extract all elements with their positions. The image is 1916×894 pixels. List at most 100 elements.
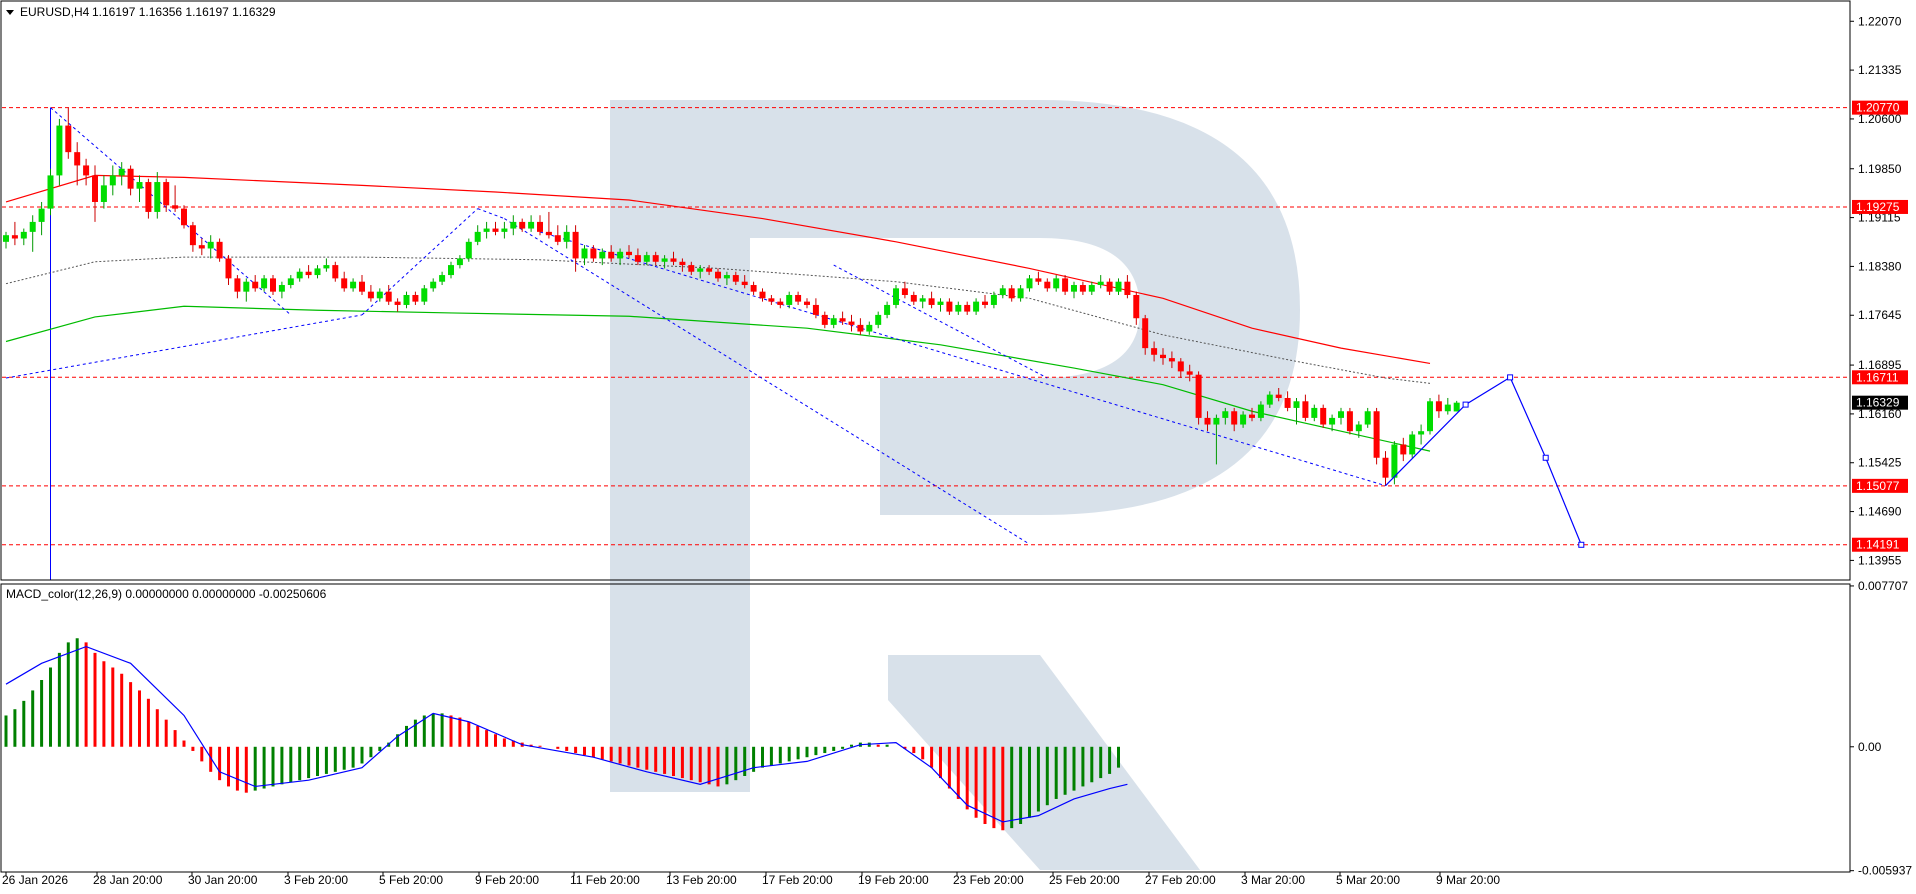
watermark-r-leg [888, 655, 1200, 870]
candle-body [439, 275, 446, 282]
candle [1017, 285, 1024, 302]
candle [537, 215, 543, 236]
candle-body [421, 288, 428, 302]
candle-body [1329, 417, 1336, 425]
price-panel-border [0, 0, 1851, 581]
candle-body [11, 235, 18, 239]
macd-signal-line [5, 645, 1128, 823]
price-panel[interactable] [2, 107, 1850, 580]
candle [795, 291, 802, 305]
candle-body [403, 294, 410, 305]
candle-body [1142, 318, 1149, 349]
candle [946, 298, 953, 315]
trendline-dotted[interactable] [833, 264, 1048, 379]
candle-body [465, 241, 472, 259]
candle [741, 275, 748, 289]
candle [884, 301, 891, 319]
time-tick-label: 26 Jan 2026 [2, 873, 68, 887]
candle-body [1257, 404, 1264, 418]
candle-body [1320, 407, 1327, 425]
candle-body [937, 301, 944, 305]
candle-body [430, 281, 437, 289]
candle-body [181, 208, 187, 226]
trendline-dotted[interactable] [477, 208, 505, 220]
time-tick-label: 17 Feb 20:00 [762, 873, 833, 887]
candle [1026, 275, 1033, 292]
candle [270, 275, 276, 295]
candle-body [528, 221, 535, 229]
candle [857, 318, 864, 335]
candle-body [474, 231, 481, 242]
forecast-point-marker[interactable] [1542, 454, 1549, 461]
collapse-triangle-icon[interactable] [6, 10, 14, 15]
candle-body [1071, 285, 1077, 292]
candle-body [1097, 281, 1104, 286]
candle-body [537, 221, 543, 232]
candle [181, 205, 187, 229]
candle-body [1231, 411, 1238, 425]
candle [1213, 414, 1220, 465]
trendline-dotted[interactable] [5, 314, 363, 379]
candle-body [1400, 444, 1407, 455]
candle [252, 275, 259, 292]
candle-body [1346, 411, 1353, 432]
candle-body [982, 301, 988, 305]
candle [1053, 275, 1060, 292]
candle [1231, 407, 1238, 432]
candle [359, 275, 365, 295]
candle-body [1249, 414, 1255, 418]
candle [1071, 281, 1077, 299]
candle [697, 265, 704, 279]
candle-body [1382, 457, 1389, 478]
candle-body [394, 301, 401, 305]
candle [973, 298, 980, 315]
forecast-point-marker[interactable] [1578, 541, 1585, 548]
candle-body [750, 285, 757, 292]
candle [910, 291, 917, 305]
candle-body [127, 168, 134, 189]
candle-body [1026, 278, 1033, 289]
macd-tick-label: 0.00 [1858, 740, 1882, 754]
candle-body [1275, 394, 1282, 398]
candle-body [617, 251, 624, 259]
candle [439, 271, 446, 286]
candle [617, 248, 624, 266]
time-tick-label: 13 Feb 20:00 [666, 873, 737, 887]
candle [465, 238, 472, 262]
candle-body [697, 268, 704, 272]
forecast-point-marker[interactable] [1462, 401, 1469, 408]
candle-body [1062, 278, 1069, 292]
candle [1435, 394, 1442, 418]
candle [376, 288, 383, 302]
candle-body [1240, 414, 1247, 425]
candle [323, 258, 330, 272]
candle [403, 291, 410, 309]
candle-body [136, 182, 143, 189]
candle-body [207, 241, 214, 249]
candle [839, 311, 846, 325]
candle-body [296, 271, 303, 279]
candle [1097, 275, 1104, 289]
candle [172, 185, 179, 212]
candle-body [1053, 278, 1060, 289]
candle-body [608, 251, 615, 259]
candle [1364, 407, 1371, 428]
candle [198, 238, 205, 256]
candle-body [652, 255, 659, 262]
macd-panel[interactable] [4, 638, 1128, 831]
candle [572, 225, 579, 272]
price-tick-label: 1.14690 [1858, 505, 1902, 519]
candle-body [367, 291, 374, 299]
candle [47, 168, 54, 216]
trendline-dotted[interactable] [504, 218, 1030, 545]
candle-body [29, 221, 36, 232]
trendline-dotted[interactable] [50, 107, 292, 316]
candle-body [893, 288, 899, 305]
candle [768, 294, 775, 305]
candle [38, 201, 45, 236]
candle-body [1427, 401, 1433, 432]
candle [1035, 271, 1042, 286]
forecast-point-marker[interactable] [1507, 374, 1514, 381]
